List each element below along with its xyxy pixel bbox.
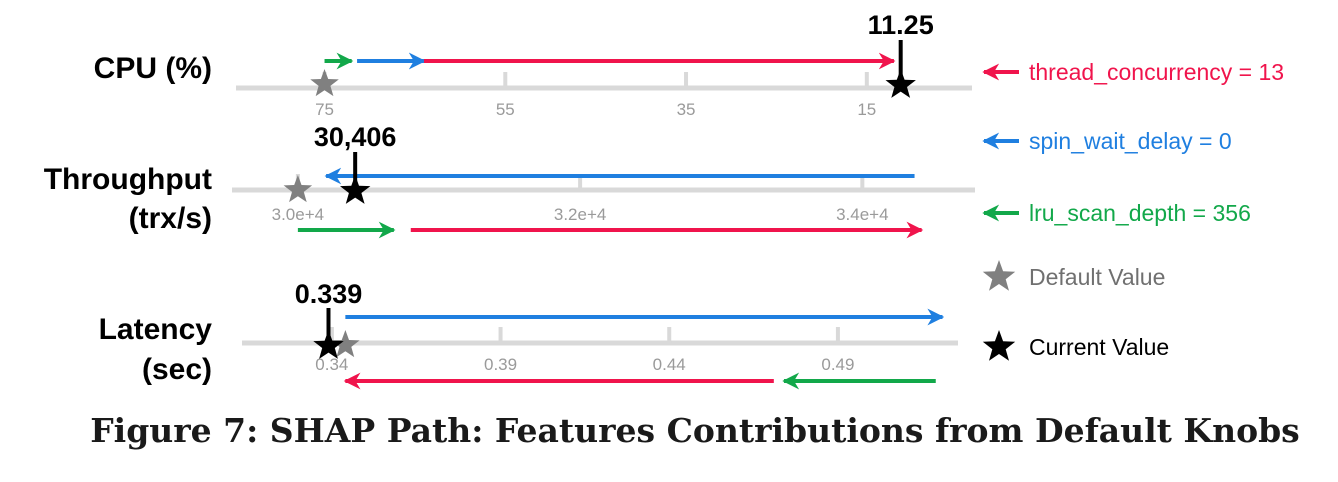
current-value-label: 0.339 — [295, 279, 363, 309]
default-value-star-icon — [310, 69, 339, 97]
legend-label: Default Value — [1029, 264, 1165, 290]
current-value-label: 30,406 — [314, 122, 397, 152]
current-value-label: 11.25 — [868, 10, 934, 40]
figure-caption: Figure 7: SHAP Path: Features Contributi… — [90, 411, 1300, 450]
legend-label: thread_concurrency = 13 — [1029, 59, 1284, 85]
latency-panel: 0.34 0.39 0.44 0.49 0.339 — [242, 279, 958, 390]
legend-star-icon — [982, 260, 1016, 291]
current-value-star-icon — [313, 330, 344, 359]
cpu-row-title: CPU (%) — [94, 52, 212, 85]
legend-label: Current Value — [1029, 334, 1169, 360]
tick-label: 15 — [857, 100, 876, 119]
legend-star-icon — [982, 330, 1016, 361]
tick-label: 75 — [315, 100, 334, 119]
tick-label: 0.49 — [821, 355, 854, 374]
legend-label: spin_wait_delay = 0 — [1029, 128, 1232, 154]
default-value-star-icon — [283, 175, 313, 203]
tick-label: 0.44 — [653, 355, 686, 374]
tick-label: 55 — [496, 100, 515, 119]
tick-label: 3.0e+4 — [272, 205, 324, 224]
cpu-panel: 75 55 35 15 11.25 — [236, 10, 972, 119]
latency-row-title: Latency — [99, 313, 213, 346]
tick-label: 0.34 — [315, 355, 348, 374]
tick-label: 0.39 — [484, 355, 517, 374]
current-value-star-icon — [340, 175, 371, 204]
default-value-star-icon — [331, 330, 360, 358]
latency-row-unit: (sec) — [142, 353, 212, 386]
legend: thread_concurrency = 13 spin_wait_delay =… — [982, 59, 1284, 361]
throughput-row-title: Throughput — [44, 163, 212, 196]
throughput-row-unit: (trx/s) — [129, 202, 212, 235]
tick-label: 3.4e+4 — [836, 205, 888, 224]
legend-label: lru_scan_depth = 356 — [1029, 200, 1251, 226]
throughput-panel: 3.0e+4 3.2e+4 3.4e+4 30,406 — [232, 122, 975, 239]
tick-label: 3.2e+4 — [554, 205, 606, 224]
tick-label: 35 — [677, 100, 696, 119]
current-value-star-icon — [885, 69, 916, 98]
